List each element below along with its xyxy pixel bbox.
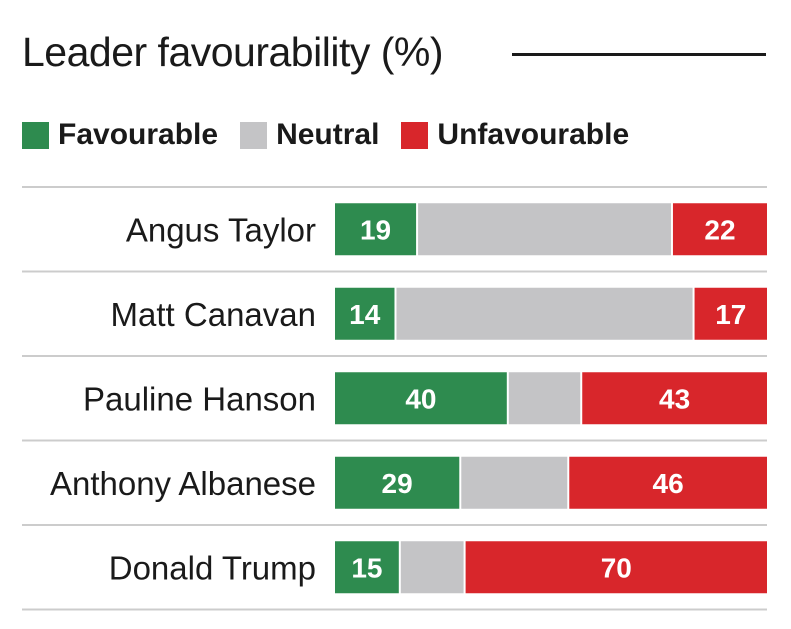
bar-segment-favourable-donald-trump [335, 541, 399, 594]
bar-label-unfavourable-matt-canavan: 17 [715, 299, 746, 330]
bar-label-unfavourable-donald-trump: 70 [601, 552, 632, 583]
legend: Favourable Neutral Unfavourable [22, 116, 651, 154]
bar-segment-neutral-donald-trump [400, 541, 464, 594]
row-label-pauline-hanson: Pauline Hanson [83, 380, 316, 417]
bar-label-favourable-angus-taylor: 19 [360, 214, 391, 245]
legend-swatch-favourable [22, 121, 49, 149]
title-rule [512, 53, 766, 56]
bar-segment-unfavourable-matt-canavan [694, 287, 767, 340]
bar-segment-favourable-matt-canavan [335, 287, 395, 340]
bar-label-favourable-donald-trump: 15 [351, 552, 382, 583]
bar-segment-favourable-pauline-hanson [335, 372, 507, 425]
bar-segment-neutral-anthony-albanese [461, 456, 568, 509]
bar-segment-neutral-pauline-hanson [508, 372, 581, 425]
bar-label-favourable-pauline-hanson: 40 [405, 383, 436, 414]
bar-segment-unfavourable-anthony-albanese [569, 456, 767, 509]
bar-segment-favourable-angus-taylor [335, 203, 417, 256]
bar-label-favourable-matt-canavan: 14 [349, 299, 381, 330]
row-label-anthony-albanese: Anthony Albanese [50, 465, 316, 502]
bar-label-favourable-anthony-albanese: 29 [382, 468, 413, 499]
bar-label-unfavourable-pauline-hanson: 43 [659, 383, 690, 414]
bar-segment-unfavourable-donald-trump [465, 541, 767, 594]
bar-segment-neutral-matt-canavan [396, 287, 693, 340]
legend-item-neutral: Neutral [240, 118, 379, 152]
bar-label-unfavourable-anthony-albanese: 46 [653, 468, 684, 499]
row-label-angus-taylor: Angus Taylor [126, 211, 316, 248]
legend-swatch-neutral [240, 121, 268, 149]
legend-swatch-unfavourable [401, 121, 429, 149]
legend-label-unfavourable: Unfavourable [437, 118, 630, 151]
legend-label-favourable: Favourable [58, 118, 219, 151]
bar-label-unfavourable-angus-taylor: 22 [704, 214, 735, 245]
row-label-donald-trump: Donald Trump [109, 549, 316, 586]
bar-segment-neutral-angus-taylor [418, 203, 671, 256]
chart-title: Leader favourability (%) [22, 29, 443, 75]
bar-segment-unfavourable-pauline-hanson [582, 372, 767, 425]
bar-segment-unfavourable-angus-taylor [672, 203, 767, 256]
bar-segment-favourable-anthony-albanese [335, 456, 460, 509]
legend-item-unfavourable: Unfavourable [401, 118, 629, 152]
legend-label-neutral: Neutral [276, 118, 380, 151]
row-label-matt-canavan: Matt Canavan [111, 296, 316, 333]
legend-item-favourable: Favourable [22, 118, 218, 152]
